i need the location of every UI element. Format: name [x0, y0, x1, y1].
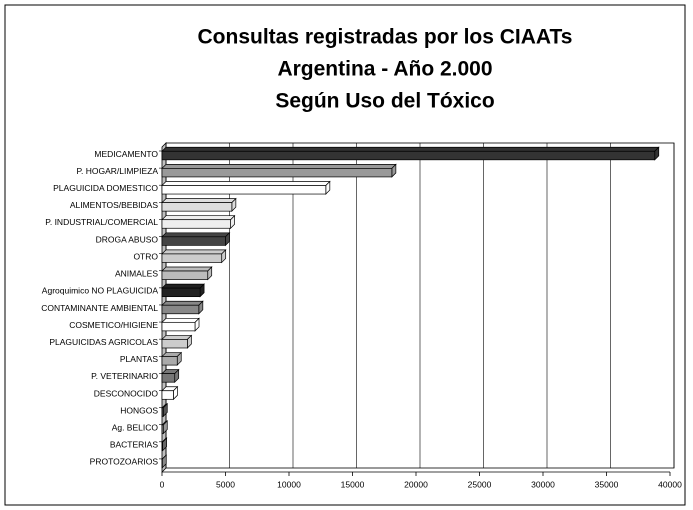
bar-face: [161, 198, 237, 203]
bar-face: [161, 390, 174, 400]
bar-face: [161, 219, 231, 229]
y-tick-label: Ag. BELICO: [112, 422, 159, 432]
bar-face: [161, 146, 660, 152]
y-tick-label: PLANTAS: [120, 354, 158, 364]
bar-face: [161, 441, 163, 451]
bar-face: [161, 356, 178, 366]
y-tick-label: PLAGUICIDA DOMESTICO: [53, 183, 158, 193]
bar-face: [161, 202, 233, 212]
bar-face: [161, 215, 236, 221]
bar: [161, 368, 180, 384]
bar: [161, 180, 331, 195]
x-tick-label: 35000: [595, 479, 619, 489]
x-tick-label: 0: [160, 479, 165, 489]
y-tick-label: HONGOS: [120, 405, 158, 415]
bar-face: [161, 287, 201, 298]
y-tick-label: Agroquimico NO PLAGUICIDA: [42, 286, 159, 296]
bar-face: [161, 249, 227, 255]
bar: [161, 420, 169, 435]
bar-face: [161, 304, 200, 315]
bar-face: [161, 150, 656, 161]
bar-face: [161, 181, 331, 186]
bar-face: [161, 300, 204, 306]
bar: [161, 197, 237, 212]
y-tick-label: ALIMENTOS/BEBIDAS: [70, 200, 159, 210]
bar-face: [161, 407, 164, 417]
y-tick-label: BACTERIAS: [110, 440, 159, 450]
bar-face: [161, 253, 223, 263]
bar-face: [161, 335, 193, 340]
bar-face: [161, 185, 327, 195]
bar: [161, 385, 179, 401]
x-tick-label: 5000: [216, 479, 235, 489]
y-tick-label: OTRO: [133, 251, 158, 261]
y-tick-label: PROTOZOARIOS: [90, 457, 159, 467]
y-tick-label: CONTAMINANTE AMBIENTAL: [41, 303, 158, 313]
bar-face: [161, 317, 200, 323]
x-tick-label: 25000: [468, 479, 492, 489]
chart-title: Consultas registradas por los CIAATs: [198, 26, 573, 49]
x-tick-label: 40000: [658, 479, 682, 489]
bar: [161, 317, 200, 332]
y-tick-label: P. INDUSTRIAL/COMERCIAL: [45, 217, 158, 227]
bar-face: [161, 164, 397, 169]
bar-face: [161, 270, 209, 280]
bar-face: [161, 321, 196, 332]
bar: [161, 437, 168, 452]
bar: [161, 214, 236, 230]
y-tick-label: ANIMALES: [115, 269, 158, 279]
bar-face: [161, 424, 164, 434]
bar-face: [161, 283, 205, 289]
x-tick-label: 10000: [277, 479, 301, 489]
y-tick-label: DESCONOCIDO: [94, 388, 159, 398]
y-tick-label: P. VETERINARIO: [91, 371, 158, 381]
chart-title: Según Uso del Tóxico: [275, 90, 494, 113]
bar-face: [161, 232, 231, 238]
y-tick-label: MEDICAMENTO: [94, 149, 158, 159]
y-tick-label: PLAGUICIDAS AGRICOLAS: [49, 337, 158, 347]
bar: [161, 454, 168, 469]
bar: [161, 146, 660, 161]
y-tick-label: DROGA ABUSO: [96, 234, 159, 244]
bar: [161, 249, 227, 264]
bar: [161, 351, 183, 366]
y-tick-label: COSMETICO/HIGIENE: [69, 320, 158, 330]
bar: [161, 300, 204, 315]
bar-face: [161, 168, 393, 178]
x-tick-label: 20000: [404, 479, 428, 489]
chart-title: Argentina - Año 2.000: [277, 58, 492, 81]
bar-face: [161, 373, 176, 383]
bar: [161, 163, 397, 178]
bar-face: [161, 339, 188, 349]
bar: [161, 231, 231, 247]
bar: [161, 403, 169, 418]
bar: [161, 334, 193, 349]
bar: [161, 266, 213, 281]
bar-face: [161, 236, 226, 246]
bar-face: [161, 266, 213, 272]
y-tick-label: P. HOGAR/LIMPIEZA: [76, 166, 158, 176]
x-tick-label: 15000: [341, 479, 365, 489]
bar: [161, 283, 205, 298]
x-tick-label: 30000: [531, 479, 555, 489]
